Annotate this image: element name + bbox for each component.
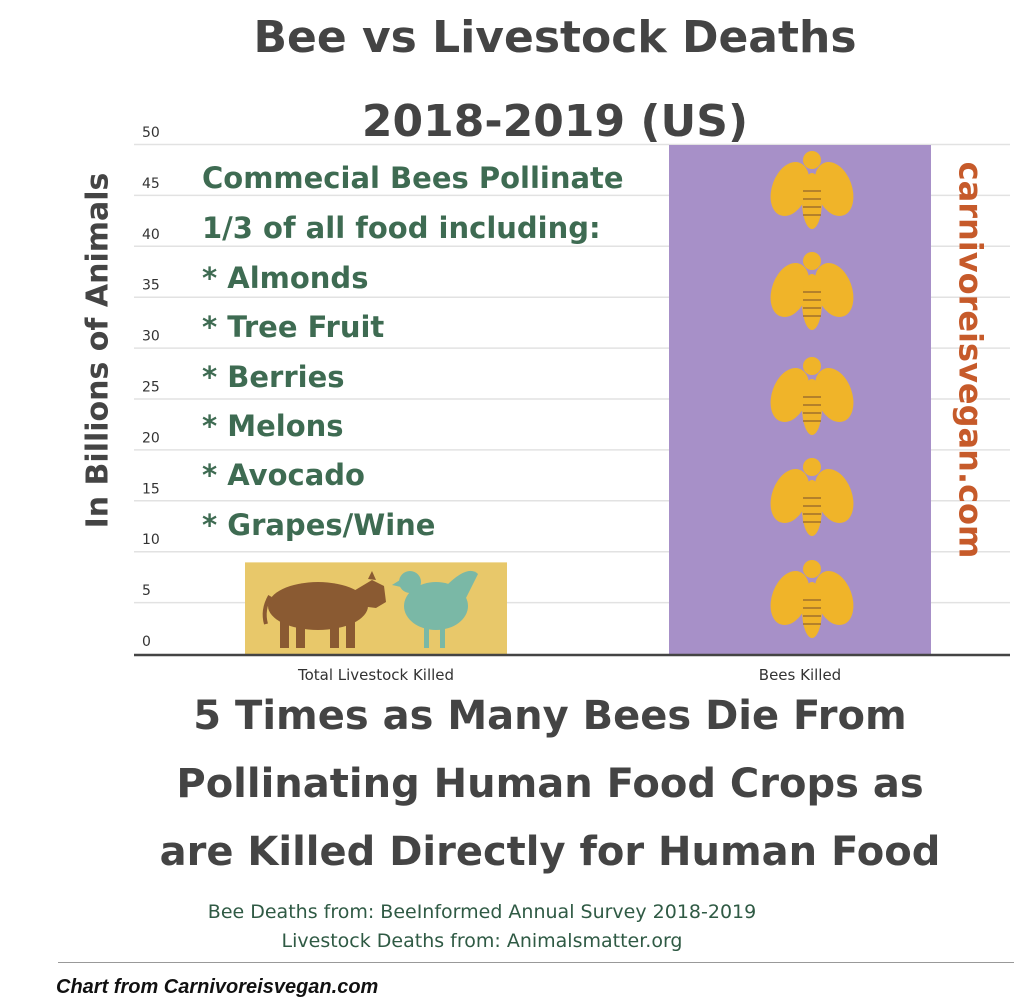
- y-tick-label: 10: [142, 532, 160, 548]
- y-tick-label: 40: [142, 227, 160, 243]
- annotation-line: * Tree Fruit: [202, 310, 385, 344]
- annotation-line: Commecial Bees Pollinate: [202, 161, 624, 195]
- annotation-line: * Berries: [202, 360, 345, 394]
- annotation-line: 1/3 of all food including:: [202, 211, 601, 245]
- bee-icon: [770, 458, 854, 536]
- y-tick-label: 50: [142, 125, 160, 141]
- chart-subtitle: 2018-2019 (US): [361, 96, 749, 147]
- y-tick-label: 30: [142, 329, 160, 345]
- y-tick-label: 35: [142, 278, 160, 294]
- source-line: Livestock Deaths from: Animalsmatter.org: [281, 930, 683, 952]
- bar-chart: 0 5 10 15 20 25 30 35 40 45 50 Total Livestock Kill…: [134, 125, 1010, 684]
- bee-icon: [770, 560, 854, 638]
- annotation-line: * Almonds: [202, 261, 369, 295]
- annotation-line: * Melons: [202, 409, 344, 443]
- cow-icon: [262, 571, 386, 648]
- y-axis-label: In Billions of Animals: [80, 172, 116, 528]
- y-tick-label: 45: [142, 176, 160, 192]
- annotation-line: * Grapes/Wine: [202, 508, 436, 542]
- y-tick-label: 25: [142, 380, 160, 396]
- bee-icon: [770, 151, 854, 229]
- headline-line: 5 Times as Many Bees Die From: [193, 693, 907, 739]
- annotation-line: * Avocado: [202, 458, 365, 492]
- x-tick-label: Bees Killed: [759, 666, 841, 684]
- bee-icon: [770, 252, 854, 330]
- chart-credit: Chart from Carnivoreisvegan.com: [56, 976, 379, 998]
- y-tick-label: 5: [142, 583, 151, 599]
- watermark-text: carnivoreisvegan.com: [951, 161, 990, 559]
- y-tick-label: 15: [142, 481, 160, 497]
- y-tick-label: 20: [142, 430, 160, 446]
- headline-line: are Killed Directly for Human Food: [159, 829, 941, 875]
- headline-line: Pollinating Human Food Crops as: [176, 761, 924, 807]
- chart-title: Bee vs Livestock Deaths: [253, 12, 857, 63]
- bee-icon: [770, 357, 854, 435]
- divider: [58, 962, 1014, 963]
- source-line: Bee Deaths from: BeeInformed Annual Surv…: [207, 901, 757, 923]
- y-tick-label: 0: [142, 634, 151, 650]
- x-tick-label: Total Livestock Killed: [297, 666, 454, 684]
- chicken-icon: [392, 570, 478, 648]
